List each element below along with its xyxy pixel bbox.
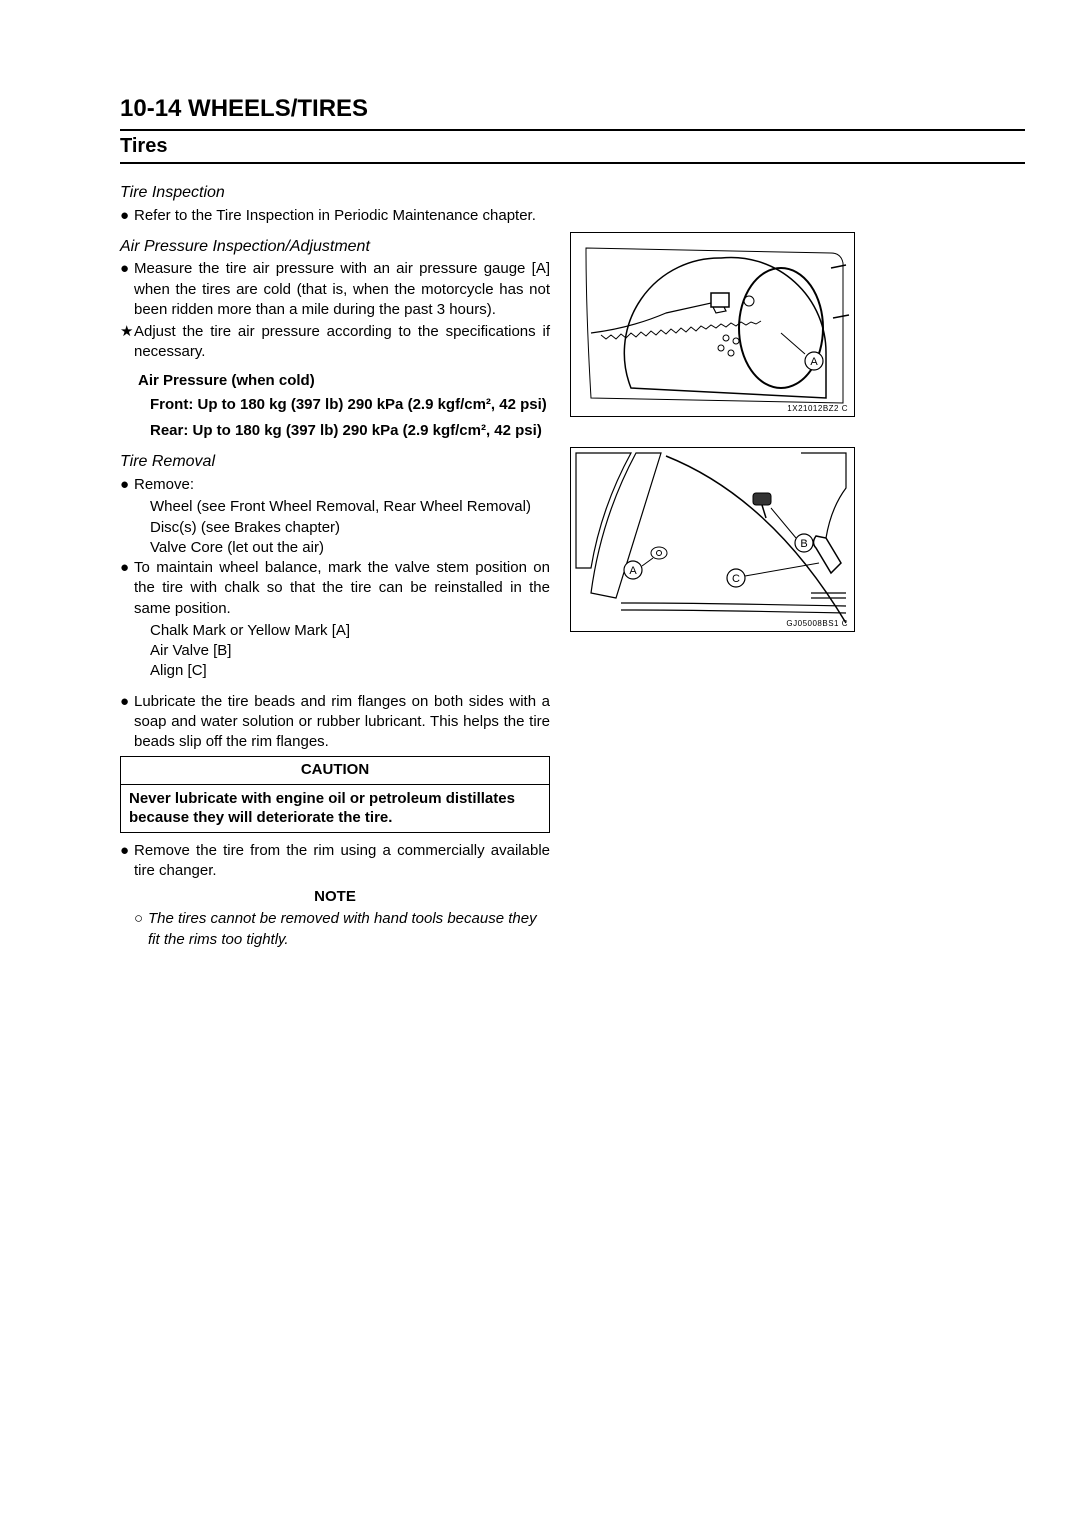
bullet-text: Refer to the Tire Inspection in Periodic… [134, 206, 550, 226]
note-text: The tires cannot be removed with hand to… [148, 909, 550, 950]
bullet-dot-icon: ● [120, 475, 134, 495]
bullet-item: ● To maintain wheel balance, mark the va… [120, 558, 550, 619]
manual-page: 10-14 WHEELS/TIRES Tires Tire Inspection… [0, 0, 1080, 1527]
spec-rear: Rear: Up to 180 kg (397 lb) 290 kPa (2.9… [150, 421, 550, 441]
bullet-item: ● Remove: [120, 475, 550, 495]
bullet-text: Remove the tire from the rim using a com… [134, 841, 550, 882]
rule-top [120, 129, 1025, 131]
right-column: A 1X21012BZ2 C [570, 172, 880, 950]
figure-svg: A [571, 233, 855, 417]
caution-title: CAUTION [121, 757, 549, 784]
section-label: Tires [120, 135, 1025, 158]
svg-text:B: B [800, 538, 807, 550]
sub-text: Chalk Mark or Yellow Mark [A] [150, 621, 550, 641]
air-pressure-spec: Air Pressure (when cold) Front: Up to 18… [120, 371, 550, 442]
bullet-item: ● Measure the tire air pressure with an … [120, 259, 550, 320]
figure-code: GJ05008BS1 C [786, 619, 848, 628]
figure-code: 1X21012BZ2 C [787, 404, 848, 413]
svg-text:A: A [810, 356, 818, 368]
sub-text: Wheel (see Front Wheel Removal, Rear Whe… [150, 497, 550, 517]
bullet-dot-icon: ● [120, 692, 134, 753]
spec-front: Front: Up to 180 kg (397 lb) 290 kPa (2.… [150, 395, 550, 415]
figure-svg: A B C [571, 448, 855, 632]
page-header: 10-14 WHEELS/TIRES [120, 95, 1025, 123]
bullet-dot-icon: ● [120, 841, 134, 882]
note-title: NOTE [120, 887, 550, 907]
bullet-item: ● Remove the tire from the rim using a c… [120, 841, 550, 882]
caution-body: Never lubricate with engine oil or petro… [121, 785, 549, 832]
svg-text:A: A [629, 565, 637, 577]
sub-text: Align [C] [150, 661, 550, 681]
bullet-text: Measure the tire air pressure with an ai… [134, 259, 550, 320]
bullet-item: ★ Adjust the tire air pressure according… [120, 322, 550, 363]
bullet-dot-icon: ● [120, 558, 134, 619]
note-item: ○ The tires cannot be removed with hand … [134, 909, 550, 950]
bullet-text: Remove: [134, 475, 550, 495]
note-circle-icon: ○ [134, 909, 148, 950]
subhead-air-pressure: Air Pressure Inspection/Adjustment [120, 236, 550, 258]
bullet-text: Adjust the tire air pressure according t… [134, 322, 550, 363]
content-wrap: Tire Inspection ● Refer to the Tire Insp… [120, 172, 1025, 950]
caution-box: CAUTION Never lubricate with engine oil … [120, 756, 550, 832]
bullet-item: ● Refer to the Tire Inspection in Period… [120, 206, 550, 226]
bullet-dot-icon: ● [120, 206, 134, 226]
sub-text: Disc(s) (see Brakes chapter) [150, 518, 550, 538]
sub-text: Valve Core (let out the air) [150, 538, 550, 558]
bullet-text: To maintain wheel balance, mark the valv… [134, 558, 550, 619]
figure-air-gauge: A 1X21012BZ2 C [570, 232, 855, 417]
subhead-tire-removal: Tire Removal [120, 451, 550, 473]
bullet-star-icon: ★ [120, 322, 134, 363]
svg-text:C: C [732, 573, 740, 585]
bullet-text: Lubricate the tire beads and rim flanges… [134, 692, 550, 753]
left-column: Tire Inspection ● Refer to the Tire Insp… [120, 172, 550, 950]
subhead-tire-inspection: Tire Inspection [120, 182, 550, 204]
bullet-dot-icon: ● [120, 259, 134, 320]
rule-section [120, 162, 1025, 164]
spec-title: Air Pressure (when cold) [138, 371, 550, 391]
figure-wheel-mark: A B C GJ05008BS1 C [570, 447, 855, 632]
bullet-item: ● Lubricate the tire beads and rim flang… [120, 692, 550, 753]
sub-text: Air Valve [B] [150, 641, 550, 661]
